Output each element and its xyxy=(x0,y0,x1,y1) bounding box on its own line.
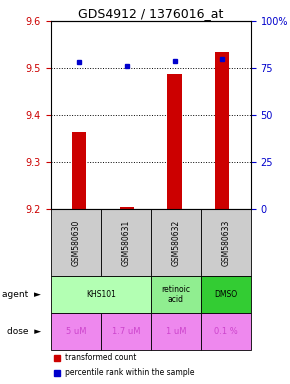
Bar xyxy=(51,209,101,276)
Text: GSM580630: GSM580630 xyxy=(71,219,80,266)
Bar xyxy=(151,313,201,350)
Bar xyxy=(51,313,101,350)
Bar xyxy=(101,209,151,276)
Text: dose  ►: dose ► xyxy=(7,327,41,336)
Text: 1 uM: 1 uM xyxy=(166,327,186,336)
Text: GSM580633: GSM580633 xyxy=(221,219,230,266)
Text: 5 uM: 5 uM xyxy=(66,327,86,336)
Bar xyxy=(168,74,182,209)
Text: DMSO: DMSO xyxy=(214,290,238,299)
Bar xyxy=(101,313,151,350)
Bar xyxy=(215,52,229,209)
Bar xyxy=(201,276,251,313)
Text: agent  ►: agent ► xyxy=(2,290,41,299)
Bar xyxy=(120,207,134,209)
Text: transformed count: transformed count xyxy=(65,353,136,362)
Bar xyxy=(151,209,201,276)
Text: percentile rank within the sample: percentile rank within the sample xyxy=(65,368,194,377)
Bar xyxy=(151,276,201,313)
Bar xyxy=(201,313,251,350)
Text: 0.1 %: 0.1 % xyxy=(214,327,238,336)
Text: KHS101: KHS101 xyxy=(86,290,116,299)
Text: 1.7 uM: 1.7 uM xyxy=(112,327,140,336)
Bar xyxy=(72,131,86,209)
Text: GSM580632: GSM580632 xyxy=(171,220,180,266)
Bar xyxy=(201,209,251,276)
Text: retinoic
acid: retinoic acid xyxy=(161,285,190,304)
Bar xyxy=(51,276,151,313)
Title: GDS4912 / 1376016_at: GDS4912 / 1376016_at xyxy=(78,7,224,20)
Text: GSM580631: GSM580631 xyxy=(121,220,130,266)
